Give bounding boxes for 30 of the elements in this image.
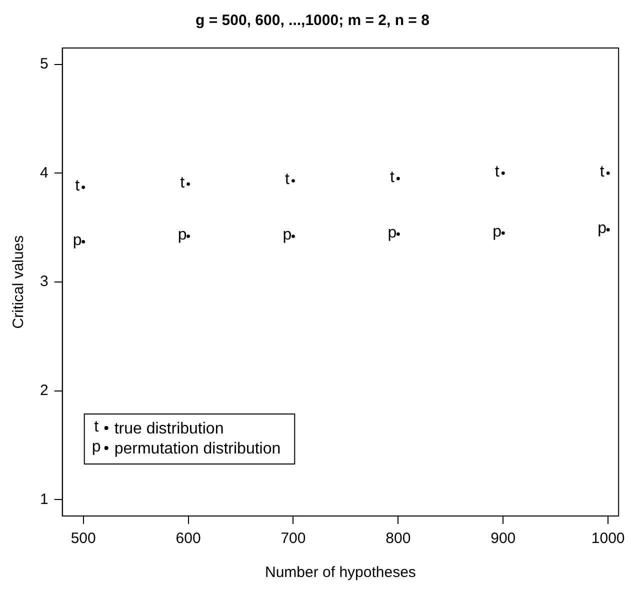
data-label: t [285,171,290,188]
text: t [94,418,99,436]
data-label: p [492,223,502,240]
y-axis-title: Critical values [10,235,28,329]
y-tick-label: 3 [40,273,48,290]
y-tick-label: 5 [40,55,48,72]
data-label: t [390,169,395,186]
x-tick-label: 800 [386,530,411,548]
x-tick-label: 1000 [591,530,625,548]
x-tick-label: 600 [176,530,201,548]
data-label: p [178,226,187,244]
x-tick-label: 700 [280,530,306,548]
data-label: t [600,164,605,181]
data-label: p [388,224,397,242]
data-label: p [598,220,607,238]
data-label: t [180,174,186,192]
chart-title: g = 500, 600, ...,1000; m = 2, n = 8 [196,12,430,30]
text: p [92,438,101,456]
y-tick-label: 4 [40,164,48,182]
x-tick-label: 900 [490,530,516,548]
y-tick-label: 1 [40,490,48,508]
y-tick-label: 2 [40,382,48,399]
x-axis-title: Number of hypotheses [265,564,416,582]
x-tick-label: 500 [70,530,96,548]
legend-label: true distribution [114,420,224,438]
legend-label: permutation distribution [114,440,281,458]
data-label: p [72,232,82,250]
data-label: p [282,226,292,244]
data-label: t [75,178,80,195]
data-label: t [494,164,500,181]
